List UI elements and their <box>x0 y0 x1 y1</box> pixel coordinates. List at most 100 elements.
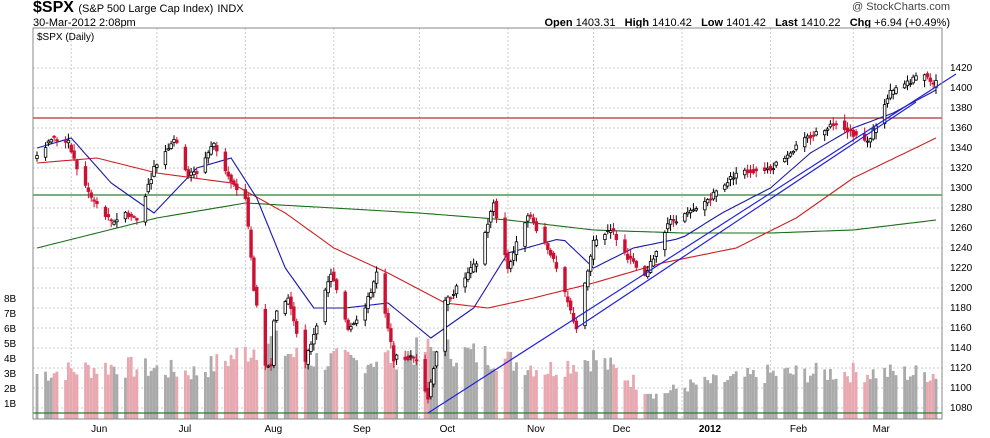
candle-body <box>354 319 359 324</box>
volume-bar <box>363 373 367 419</box>
candle-body <box>72 150 76 159</box>
volume-bar <box>209 356 213 419</box>
candle-body <box>902 83 907 89</box>
candle-body <box>568 300 573 311</box>
price-tick-label: 1100 <box>950 383 972 394</box>
candle-body <box>129 214 133 217</box>
candle-body <box>683 213 687 222</box>
candle-body <box>754 168 758 172</box>
volume-bar <box>412 364 416 419</box>
price-tick-label: 1420 <box>950 63 973 74</box>
candle-body <box>574 320 579 330</box>
candle-body <box>374 271 379 284</box>
volume-bar <box>709 383 712 419</box>
volume-bar <box>172 371 176 419</box>
volume-bar <box>743 376 747 419</box>
candle-body <box>123 211 128 220</box>
volume-bar <box>286 353 290 419</box>
candle-body <box>526 215 530 222</box>
volume-bar <box>152 368 156 419</box>
candle-body <box>269 363 273 367</box>
candle-body <box>845 127 850 133</box>
price-tick-label: 1280 <box>950 203 973 214</box>
candle-body <box>785 154 790 159</box>
volume-bar <box>352 357 356 419</box>
volume-bar <box>529 365 533 419</box>
candle-body <box>911 76 915 84</box>
volume-bar <box>629 386 633 419</box>
candle-body <box>606 230 610 232</box>
volume-bar <box>446 339 450 419</box>
volume-bar <box>512 370 516 419</box>
candle-body <box>531 217 536 223</box>
volume-bar <box>763 383 767 419</box>
candle-body <box>566 296 570 303</box>
candle-body <box>611 228 616 232</box>
volume-bar <box>475 362 478 419</box>
volume-bar <box>164 374 167 419</box>
volume-bar <box>472 343 476 419</box>
volume-bar <box>666 393 670 419</box>
candle-body <box>409 355 413 358</box>
volume-bar <box>603 358 607 419</box>
volume-bar <box>594 360 598 419</box>
candle-body <box>292 306 296 322</box>
candle-body <box>272 320 276 366</box>
candle-body <box>831 123 835 126</box>
volume-bar <box>449 358 453 419</box>
candle-body <box>591 239 596 260</box>
volume-bar <box>129 356 133 419</box>
volume-bar <box>914 365 918 419</box>
exchange-label: INDX <box>217 3 244 15</box>
candlesticks <box>35 71 938 404</box>
candle-body <box>708 198 713 201</box>
volume-bar <box>871 369 875 419</box>
volume-bar <box>766 364 770 419</box>
volume-bar <box>926 382 929 419</box>
candle-body <box>163 151 168 166</box>
volume-bar <box>309 365 313 419</box>
time-tick-label: Aug <box>264 424 282 435</box>
candle-body <box>229 174 233 183</box>
time-tick-label: Nov <box>527 424 545 435</box>
candle-body <box>506 252 510 269</box>
candle-body <box>549 249 553 256</box>
volume-bar <box>235 347 239 419</box>
candle-body <box>252 257 256 291</box>
volume-bar <box>383 352 387 419</box>
volume-bar <box>44 371 47 419</box>
volume-bar <box>783 368 787 419</box>
time-tick-label: 2012 <box>699 424 722 435</box>
candle-body <box>771 168 776 171</box>
volume-bar <box>195 375 199 419</box>
volume-bar <box>95 373 99 419</box>
candle-body <box>49 139 53 143</box>
candle-body <box>406 356 410 361</box>
candle-body <box>928 77 932 82</box>
quote-bar: Open 1403.31 High 1410.42 Low 1401.42 La… <box>545 17 951 29</box>
volume-bar <box>566 360 570 419</box>
volume-bar <box>769 372 772 419</box>
volume-bar <box>612 364 615 419</box>
candle-body <box>745 169 750 174</box>
volume-bar <box>754 377 758 419</box>
volume-bar <box>891 370 895 419</box>
candle-body <box>186 169 190 177</box>
candle-body <box>195 171 199 174</box>
candle-body <box>146 183 151 193</box>
volume-bar <box>315 353 319 419</box>
volume-bar <box>851 362 855 419</box>
price-tick-label: 1400 <box>950 83 973 94</box>
candle-body <box>686 211 690 215</box>
volume-bar <box>535 370 538 419</box>
candle-body <box>92 199 96 202</box>
candle-body <box>446 296 450 305</box>
candle-body <box>89 192 93 198</box>
price-tick-label: 1360 <box>950 123 973 134</box>
volume-bar <box>232 359 236 419</box>
volume-bar <box>452 366 456 419</box>
candle-body <box>888 89 893 99</box>
volume-bar <box>326 366 330 419</box>
volume-bar <box>868 379 872 419</box>
